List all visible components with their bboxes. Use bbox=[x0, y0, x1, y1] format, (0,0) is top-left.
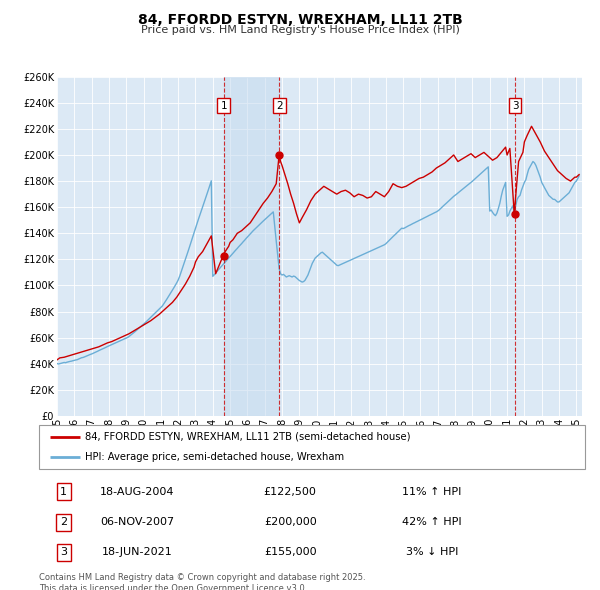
Text: 2: 2 bbox=[276, 100, 283, 110]
Text: 84, FFORDD ESTYN, WREXHAM, LL11 2TB: 84, FFORDD ESTYN, WREXHAM, LL11 2TB bbox=[137, 13, 463, 27]
FancyBboxPatch shape bbox=[39, 425, 585, 469]
Text: £122,500: £122,500 bbox=[264, 487, 317, 497]
Text: Price paid vs. HM Land Registry's House Price Index (HPI): Price paid vs. HM Land Registry's House … bbox=[140, 25, 460, 35]
Text: Contains HM Land Registry data © Crown copyright and database right 2025.
This d: Contains HM Land Registry data © Crown c… bbox=[39, 573, 365, 590]
Text: 06-NOV-2007: 06-NOV-2007 bbox=[100, 517, 175, 527]
Text: 3: 3 bbox=[60, 548, 67, 558]
Text: 2: 2 bbox=[60, 517, 67, 527]
Text: 42% ↑ HPI: 42% ↑ HPI bbox=[403, 517, 462, 527]
Text: HPI: Average price, semi-detached house, Wrexham: HPI: Average price, semi-detached house,… bbox=[85, 452, 344, 462]
Text: 11% ↑ HPI: 11% ↑ HPI bbox=[403, 487, 462, 497]
Text: 1: 1 bbox=[220, 100, 227, 110]
Text: 18-AUG-2004: 18-AUG-2004 bbox=[100, 487, 175, 497]
Text: £155,000: £155,000 bbox=[264, 548, 316, 558]
Text: 3: 3 bbox=[512, 100, 518, 110]
Text: £200,000: £200,000 bbox=[264, 517, 317, 527]
Bar bbox=[224, 77, 280, 416]
Text: 84, FFORDD ESTYN, WREXHAM, LL11 2TB (semi-detached house): 84, FFORDD ESTYN, WREXHAM, LL11 2TB (sem… bbox=[85, 432, 411, 442]
Text: 18-JUN-2021: 18-JUN-2021 bbox=[102, 548, 173, 558]
Text: 1: 1 bbox=[60, 487, 67, 497]
Text: 3% ↓ HPI: 3% ↓ HPI bbox=[406, 548, 458, 558]
